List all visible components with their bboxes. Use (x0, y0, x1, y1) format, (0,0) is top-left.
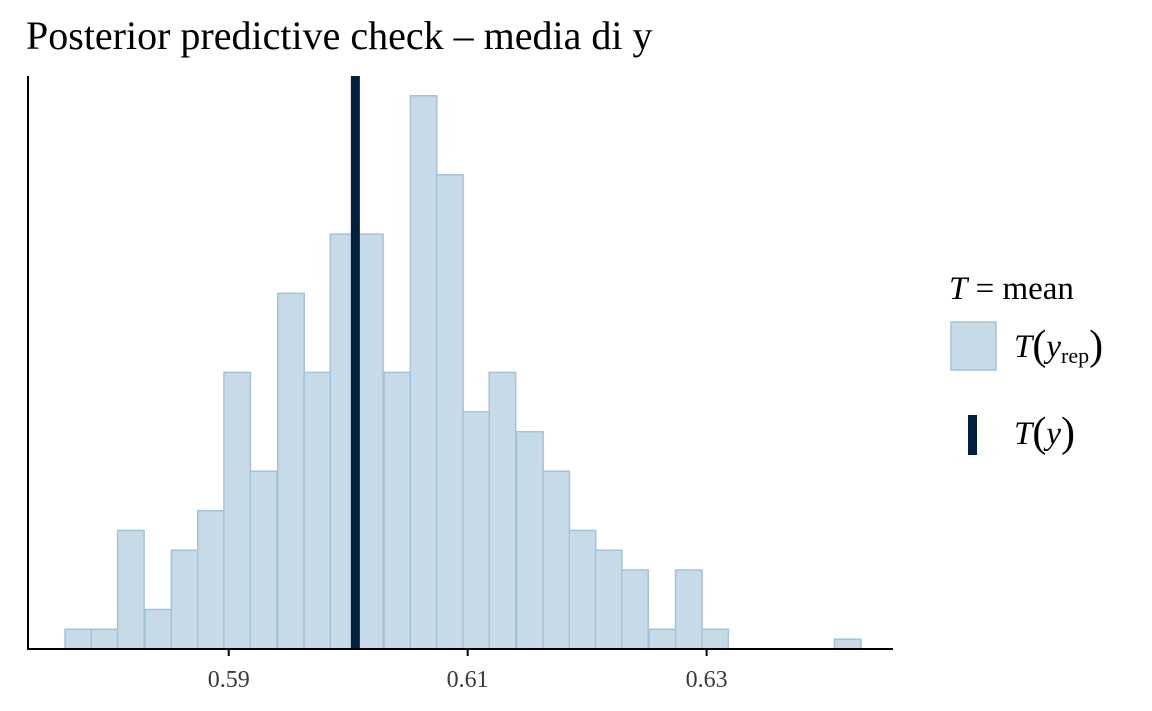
legend-key-t-yrep (950, 321, 997, 371)
chart-title: Posterior predictive check – media di y (26, 13, 652, 58)
histogram-bar (116, 529, 145, 650)
x-axis-ticks: 0.59 0.61 0.63 (208, 649, 728, 693)
histogram-bar (276, 292, 305, 650)
histogram-bar (383, 371, 412, 650)
histogram-bar (488, 371, 517, 650)
x-tick-label: 0.59 (208, 667, 250, 693)
legend-title-rest: = mean (967, 271, 1074, 307)
histogram-bar (64, 628, 93, 650)
histogram-bar (568, 529, 597, 650)
x-tick-label: 0.63 (686, 667, 728, 693)
legend: T = mean T(yrep) T(y) (949, 271, 1103, 456)
histogram-bar (355, 233, 384, 650)
legend-label-t-y: T(y) (1014, 410, 1075, 456)
histogram-bar (196, 509, 225, 650)
legend-key-t-y (968, 415, 977, 455)
histogram-bar (594, 549, 623, 650)
histogram-bar (303, 371, 332, 650)
histogram-bars (64, 95, 862, 650)
legend-title: T = mean (949, 271, 1074, 307)
histogram-bar (90, 628, 119, 650)
histogram-bar (223, 371, 252, 650)
histogram-bar (515, 430, 544, 650)
histogram-bar (435, 174, 464, 650)
histogram-bar (542, 470, 571, 650)
histogram-bar (621, 569, 650, 650)
legend-title-var: T (949, 271, 970, 307)
histogram-bar (249, 470, 278, 650)
histogram-bar (701, 628, 730, 650)
histogram-bar (648, 628, 677, 650)
histogram-bar (833, 638, 862, 650)
histogram-bar (409, 95, 438, 650)
histogram-bar (462, 411, 491, 650)
histogram-bar (170, 549, 199, 650)
x-tick-label: 0.61 (447, 667, 489, 693)
legend-label-t-yrep: T(yrep) (1014, 323, 1103, 369)
histogram-bar (674, 569, 703, 650)
histogram-bar (144, 608, 173, 650)
